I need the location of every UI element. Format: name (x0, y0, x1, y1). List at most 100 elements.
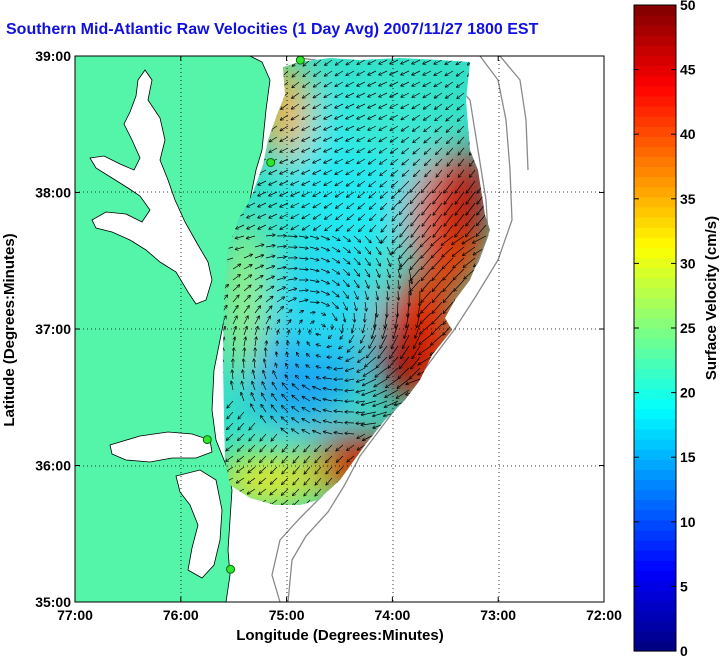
velocity-arrow (392, 235, 399, 243)
velocity-arrow (368, 81, 377, 86)
velocity-arrow (442, 246, 454, 257)
velocity-arrow (364, 235, 371, 243)
velocity-arrow (420, 323, 432, 334)
velocity-arrow (236, 224, 245, 229)
velocity-arrow (433, 213, 443, 226)
velocity-arrow (258, 213, 267, 218)
velocity-arrow (298, 236, 308, 238)
velocity-arrow (412, 59, 421, 64)
velocity-arrow (346, 103, 355, 108)
velocity-arrow (380, 191, 388, 198)
velocity-arrow (282, 394, 289, 402)
velocity-arrow (401, 81, 410, 86)
velocity-arrow (422, 213, 432, 226)
velocity-arrow (369, 180, 377, 187)
velocity-arrow (292, 418, 300, 424)
velocity-arrow (258, 180, 267, 185)
velocity-arrow (404, 323, 410, 338)
velocity-arrow (223, 295, 228, 303)
velocity-arrow (380, 180, 388, 187)
velocity-arrow (406, 312, 410, 328)
velocity-arrow (453, 257, 465, 268)
colorbar-tick-label: 40 (680, 126, 696, 142)
velocity-arrow (291, 224, 300, 230)
velocity-arrow (238, 422, 245, 430)
velocity-arrow (326, 477, 333, 485)
velocity-arrow (272, 394, 278, 402)
velocity-arrow (379, 136, 388, 142)
velocity-arrow (260, 466, 267, 473)
velocity-arrow (325, 59, 333, 65)
velocity-arrow (455, 224, 465, 237)
velocity-arrow (455, 202, 465, 215)
velocity-arrow (390, 103, 399, 108)
velocity-arrow (368, 70, 377, 75)
velocity-arrow (293, 466, 300, 474)
velocity-arrow (370, 224, 377, 232)
velocity-arrow (316, 377, 322, 379)
velocity-arrow (315, 477, 322, 485)
velocity-arrow (374, 378, 388, 387)
velocity-arrow (271, 433, 278, 441)
velocity-arrow (276, 297, 285, 303)
velocity-arrow (238, 444, 245, 451)
velocity-arrow (309, 257, 319, 260)
velocity-arrow (391, 334, 399, 348)
velocity-arrow (280, 180, 289, 185)
velocity-arrow (388, 356, 399, 368)
velocity-arrow (375, 268, 380, 277)
velocity-arrow (324, 81, 333, 87)
velocity-arrow (342, 268, 350, 275)
velocity-arrow (410, 235, 421, 247)
velocity-arrow (444, 213, 454, 226)
velocity-arrow (252, 382, 256, 391)
velocity-arrow (313, 136, 322, 141)
velocity-arrow (374, 312, 376, 328)
velocity-arrow (412, 70, 421, 75)
colorbar-swatch (634, 469, 676, 481)
velocity-arrow (342, 301, 347, 310)
velocity-arrow (334, 368, 344, 369)
velocity-arrow (282, 444, 289, 452)
y-tick-label: 37:00 (35, 321, 71, 337)
colorbar-swatch (634, 580, 676, 592)
velocity-arrow (304, 444, 311, 452)
velocity-arrow (232, 295, 239, 303)
velocity-arrow (271, 466, 278, 474)
velocity-arrow (313, 202, 322, 208)
velocity-arrow (292, 395, 300, 402)
velocity-arrow (227, 422, 234, 430)
velocity-arrow (352, 323, 354, 333)
velocity-arrow (292, 70, 300, 77)
velocity-arrow (419, 345, 432, 355)
velocity-arrow (373, 400, 388, 406)
velocity-arrow (313, 409, 322, 413)
velocity-arrow (375, 246, 381, 255)
velocity-arrow (379, 59, 388, 64)
velocity-arrow (269, 169, 278, 174)
velocity-arrow (381, 235, 388, 243)
velocity-arrow (280, 158, 289, 163)
velocity-arrow (431, 323, 443, 335)
velocity-arrow (455, 180, 465, 193)
velocity-arrow (432, 301, 443, 313)
velocity-arrow (380, 158, 388, 164)
colorbar-swatch (634, 317, 676, 329)
velocity-arrow (277, 320, 280, 325)
velocity-arrow (414, 169, 421, 176)
velocity-arrow (345, 379, 355, 381)
velocity-arrow (432, 290, 443, 302)
velocity-arrow (381, 213, 388, 221)
velocity-arrow (247, 202, 256, 207)
colorbar-swatch (634, 348, 676, 359)
colorbar-swatch (634, 328, 676, 339)
velocity-arrow (255, 337, 256, 347)
velocity-arrow (302, 114, 311, 119)
colorbar-tick-label: 25 (680, 320, 696, 336)
velocity-arrow (342, 235, 350, 241)
velocity-arrow (353, 246, 360, 253)
velocity-arrow (302, 419, 311, 424)
station-marker (202, 435, 212, 445)
velocity-arrow (335, 103, 344, 108)
velocity-arrow (361, 334, 366, 343)
